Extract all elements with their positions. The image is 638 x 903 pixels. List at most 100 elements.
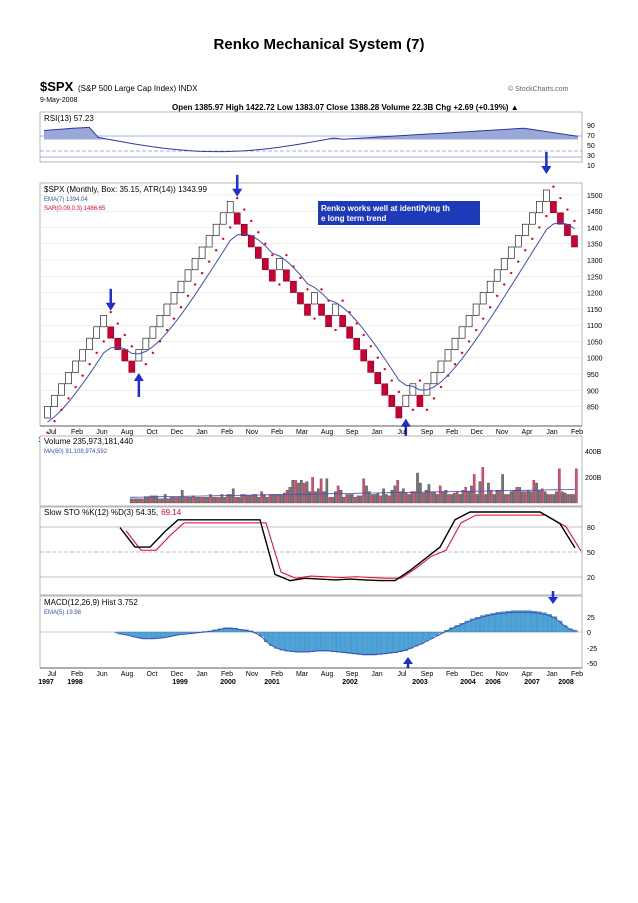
macd-hist-bar <box>166 631 172 637</box>
volume-bar <box>467 491 470 504</box>
volume-bar <box>572 494 575 504</box>
volume-bar <box>419 482 422 504</box>
volume-bar <box>214 497 218 504</box>
renko-y-tick: 1050 <box>587 339 603 346</box>
sar-dot <box>278 283 281 286</box>
x-tick-month: Aug <box>121 671 134 678</box>
sar-dot <box>348 310 351 314</box>
volume-bar <box>543 491 547 504</box>
x-tick-month: Apr <box>522 429 534 436</box>
volume-bar <box>251 494 255 504</box>
volume-bar <box>481 467 485 504</box>
volume-bar <box>566 494 570 504</box>
volume-bar <box>314 491 317 504</box>
volume-bar <box>365 485 368 504</box>
volume-bar <box>370 494 374 504</box>
volume-bar <box>308 491 312 504</box>
volume-bar <box>549 494 553 504</box>
renko-brick <box>177 280 185 293</box>
macd-hist-bar <box>546 614 552 633</box>
renko-panel: 850 900 950 1000 1050 1100 1150 1200 1250 1300 135… <box>39 152 603 443</box>
chart-source: © StockCharts.com <box>508 85 569 93</box>
sar-dot <box>228 226 232 229</box>
volume-bar <box>226 494 229 504</box>
volume-bar <box>416 472 419 504</box>
x-tick-month: Dec <box>171 429 184 436</box>
sar-dot <box>432 397 436 400</box>
volume-bar <box>263 494 266 504</box>
stoch-label: Slow STO %K(12) %D(3) 54.35, 69.14 <box>44 508 182 517</box>
x-tick-month: Jun <box>96 671 107 678</box>
macd-hist-bar <box>372 631 378 656</box>
sar-dot <box>109 310 112 314</box>
macd-hist-bar <box>510 610 516 633</box>
stoch-tick: 20 <box>587 575 595 582</box>
volume-bar <box>453 492 456 504</box>
volume-bar <box>172 497 176 504</box>
macd-hist-bar <box>274 631 280 649</box>
volume-bar <box>512 489 516 504</box>
x-tick-month: Sep <box>346 671 359 678</box>
x-tick-month: Jan <box>546 429 557 436</box>
macd-hist-bar <box>526 610 532 633</box>
stoch-tick: 80 <box>587 525 595 532</box>
macd-hist-bar <box>330 631 336 652</box>
renko-y-tick: 1000 <box>587 356 603 363</box>
sar-dot <box>488 306 492 309</box>
sar-dot <box>179 306 183 309</box>
renko-brick <box>529 212 536 225</box>
sar-dot <box>264 242 267 245</box>
renko-y-tick: 900 <box>587 388 599 395</box>
renko-brick <box>240 223 248 236</box>
renko-brick <box>346 326 353 339</box>
renko-brick <box>381 383 389 396</box>
x-tick-month: Jul <box>398 671 407 678</box>
renko-brick <box>409 383 417 396</box>
macd-hist-bar <box>366 631 372 656</box>
volume-bar <box>285 489 289 504</box>
volume-bar <box>546 494 550 504</box>
macd-hist-bar <box>192 631 197 633</box>
volume-bar <box>229 494 232 504</box>
x-tick-year: 2007 <box>524 679 540 686</box>
volume-bar <box>183 497 187 504</box>
x-tick-month: Jul <box>48 429 57 436</box>
sar-dot <box>95 351 98 355</box>
sell-arrow-icon <box>548 591 558 604</box>
sar-dot <box>250 219 253 223</box>
volume-bar <box>393 485 397 504</box>
volume-bar <box>248 495 252 504</box>
sar-dot <box>517 260 520 263</box>
x-tick-month: Apr <box>522 671 534 678</box>
sar-dot <box>453 363 457 366</box>
renko-brick <box>325 315 332 328</box>
sar-dot <box>510 271 513 275</box>
volume-bar <box>379 495 383 504</box>
volume-bar <box>146 496 150 504</box>
volume-bar <box>149 495 153 504</box>
renko-brick <box>135 349 143 362</box>
sar-dot <box>186 294 190 298</box>
renko-brick <box>360 349 368 362</box>
sar-dot <box>144 363 148 366</box>
volume-panel: Volume 235,973,181,440 MA(60) 91,108,974… <box>39 435 602 507</box>
volume-bar <box>470 485 473 504</box>
renko-brick <box>100 315 108 328</box>
macd-hist-bar <box>531 610 537 633</box>
volume-bar <box>447 494 451 504</box>
sar-dot <box>390 379 394 382</box>
volume-bar <box>563 492 567 504</box>
volume-bar <box>274 494 278 504</box>
macd-label: MACD(12,26,9) Hist 3.752 <box>44 598 138 607</box>
volume-bar <box>484 494 487 504</box>
renko-brick <box>536 201 543 214</box>
renko-brick <box>233 212 241 225</box>
sar-dot <box>418 379 422 382</box>
macd-hist-bar <box>176 631 182 635</box>
macd-hist-bar <box>480 615 486 633</box>
renko-brick <box>514 235 522 248</box>
volume-bar <box>192 495 195 504</box>
volume-bar <box>575 468 578 504</box>
x-tick-month: Dec <box>471 429 484 436</box>
